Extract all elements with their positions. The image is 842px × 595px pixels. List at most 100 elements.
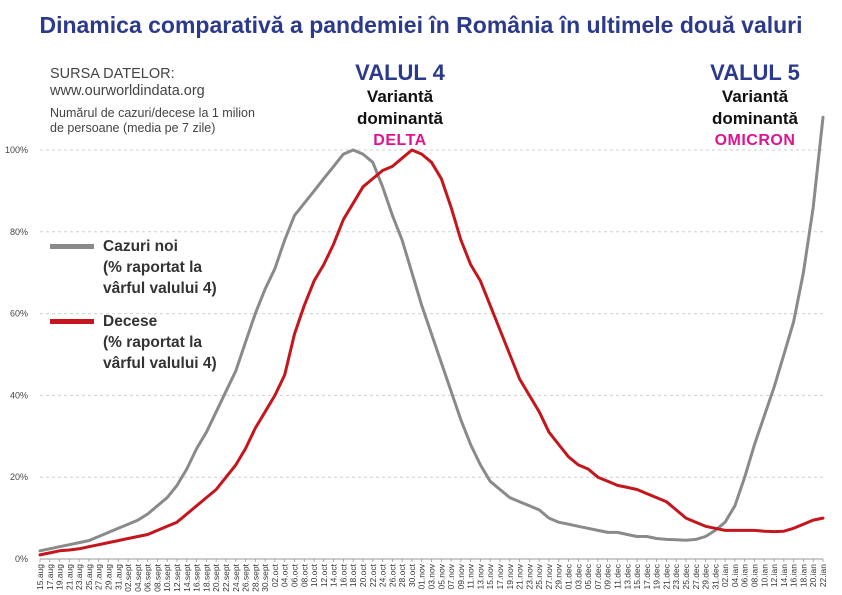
- x-tick-label: 11.dec: [612, 563, 622, 589]
- x-tick-label: 24.sept: [231, 563, 241, 592]
- x-tick-label: 25.dec: [681, 563, 691, 589]
- x-tick-label: 10.oct: [309, 563, 319, 587]
- x-tick-label: 18.ian: [798, 564, 808, 587]
- x-tick-label: 27.dec: [691, 563, 701, 589]
- data-note: Numărul de cazuri/decese la 1 milion de …: [50, 106, 255, 136]
- x-tick-label: 11.nov: [466, 563, 476, 589]
- x-tick-label: 10.ian: [759, 564, 769, 587]
- x-tick-label: 21.aug: [64, 564, 74, 590]
- x-tick-label: 19.dec: [652, 563, 662, 589]
- x-tick-label: 06.sept: [143, 563, 153, 592]
- x-tick-label: 23.aug: [74, 564, 84, 590]
- x-tick-label: 03.dec: [573, 563, 583, 589]
- note-line-2: de persoane (media pe 7 zile): [50, 121, 216, 135]
- x-tick-label: 30.sept: [260, 563, 270, 592]
- x-tick-label: 14.ian: [779, 564, 789, 587]
- x-tick-label: 30.oct: [407, 563, 417, 587]
- legend-item-deaths: Decese (% raportat la vârful valului 4): [50, 311, 217, 374]
- wave-4-line2: dominantă: [357, 109, 443, 128]
- x-tick-label: 06.ian: [740, 564, 750, 587]
- source-url: www.ourworldindata.org: [50, 83, 205, 99]
- legend-swatch-cases: [50, 244, 94, 249]
- x-tick-label: 16.ian: [789, 564, 799, 587]
- source-label: SURSA DATELOR:: [50, 66, 175, 82]
- legend-cases-line2: (% raportat la: [103, 259, 203, 276]
- wave-5-line2: dominantă: [712, 109, 798, 128]
- x-tick-label: 19.aug: [55, 564, 65, 590]
- x-tick-label: 05.dec: [583, 563, 593, 589]
- y-tick-label: 40%: [10, 390, 28, 400]
- x-tick-label: 10.sept: [162, 563, 172, 592]
- x-tick-label: 02.sept: [123, 563, 133, 592]
- x-tick-label: 23.nov: [524, 563, 534, 589]
- x-tick-label: 16.sept: [192, 563, 202, 592]
- note-line-1: Numărul de cazuri/decese la 1 milion: [50, 106, 255, 120]
- x-tick-label: 20.oct: [358, 563, 368, 587]
- x-tick-label: 27.aug: [94, 564, 104, 590]
- wave-5-annotation: VALUL 5 Variantă dominantă OMICRON: [680, 60, 830, 152]
- legend-deaths-line1: Decese: [103, 313, 158, 330]
- wave-5-line1: Variantă: [721, 87, 789, 106]
- y-tick-label: 0%: [15, 554, 28, 564]
- x-tick-label: 24.oct: [378, 563, 388, 587]
- x-tick-label: 23.dec: [671, 563, 681, 589]
- wave-4-variant: DELTA: [373, 132, 427, 149]
- legend-swatch-deaths: [50, 319, 94, 324]
- x-tick-label: 28.oct: [397, 563, 407, 587]
- x-tick-label: 15.aug: [35, 564, 45, 590]
- y-tick-label: 60%: [10, 309, 28, 319]
- x-tick-label: 12.ian: [769, 564, 779, 587]
- x-tick-label: 12.sept: [172, 563, 182, 592]
- legend-item-cases: Cazuri noi (% raportat la vârful valului…: [50, 236, 217, 299]
- wave-4-line1: Variantă: [366, 87, 434, 106]
- x-tick-label: 18.sept: [201, 563, 211, 592]
- x-tick-label: 17.dec: [642, 563, 652, 589]
- x-tick-label: 31.dec: [710, 563, 720, 589]
- x-tick-label: 26.sept: [241, 563, 251, 592]
- x-tick-label: 14.oct: [329, 563, 339, 587]
- y-tick-label: 80%: [10, 227, 28, 237]
- x-tick-label: 25.aug: [84, 564, 94, 590]
- legend-deaths-line2: (% raportat la: [103, 334, 203, 351]
- x-tick-label: 20.sept: [211, 563, 221, 592]
- x-tick-label: 27.nov: [544, 563, 554, 589]
- x-tick-label: 09.nov: [456, 563, 466, 589]
- x-tick-label: 07.nov: [446, 563, 456, 589]
- wave-4-annotation: VALUL 4 Variantă dominantă DELTA: [325, 60, 475, 152]
- x-tick-label: 17.aug: [45, 564, 55, 590]
- x-tick-label: 22.sept: [221, 563, 231, 592]
- x-tick-label: 05.nov: [436, 563, 446, 589]
- x-tick-label: 12.oct: [319, 563, 329, 587]
- y-tick-label: 100%: [5, 145, 28, 155]
- x-tick-label: 29.dec: [701, 563, 711, 589]
- series-line-deaths: [38, 148, 825, 557]
- x-tick-label: 17.nov: [495, 563, 505, 589]
- x-tick-label: 22.ian: [818, 564, 828, 587]
- series-line-cases: [38, 115, 825, 553]
- x-tick-label: 13.dec: [622, 563, 632, 589]
- x-tick-label: 28.sept: [250, 563, 260, 592]
- x-tick-label: 01.dec: [564, 563, 574, 589]
- x-tick-label: 08.ian: [749, 564, 759, 587]
- x-tick-label: 04.sept: [133, 563, 143, 592]
- x-tick-label: 18.oct: [348, 563, 358, 587]
- x-tick-label: 21.nov: [515, 563, 525, 589]
- wave-5-title: VALUL 5: [710, 60, 800, 85]
- x-tick-label: 04.ian: [730, 564, 740, 587]
- x-tick-label: 08.oct: [299, 563, 309, 587]
- legend: Cazuri noi (% raportat la vârful valului…: [50, 236, 217, 386]
- x-tick-label: 19.nov: [505, 563, 515, 589]
- x-tick-label: 02.ian: [720, 564, 730, 587]
- x-tick-label: 06.oct: [289, 563, 299, 587]
- x-tick-label: 09.dec: [603, 563, 613, 589]
- x-tick-label: 21.dec: [661, 563, 671, 589]
- x-tick-label: 08.sept: [152, 563, 162, 592]
- x-tick-label: 13.nov: [475, 563, 485, 589]
- legend-deaths-line3: vârful valului 4): [103, 355, 217, 372]
- legend-cases-line3: vârful valului 4): [103, 280, 217, 297]
- data-source: SURSA DATELOR: www.ourworldindata.org: [50, 66, 205, 100]
- x-tick-label: 16.oct: [338, 563, 348, 587]
- x-tick-label: 22.oct: [368, 563, 378, 587]
- x-tick-label: 31.aug: [113, 564, 123, 590]
